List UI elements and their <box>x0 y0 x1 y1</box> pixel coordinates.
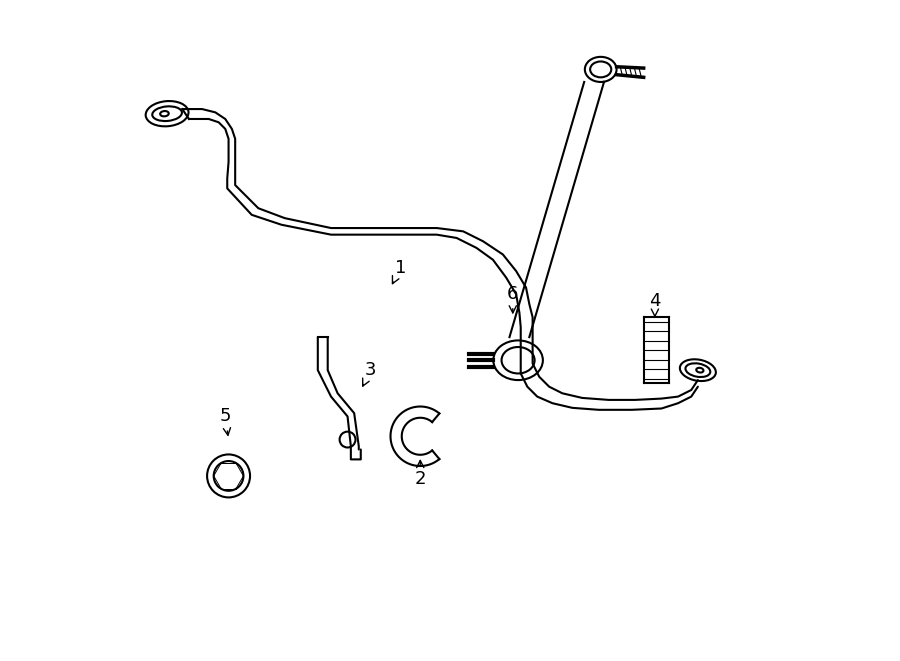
Text: 2: 2 <box>415 461 426 488</box>
Ellipse shape <box>207 455 250 497</box>
Text: 3: 3 <box>363 361 376 386</box>
Text: 4: 4 <box>649 292 661 317</box>
Text: 6: 6 <box>507 285 518 313</box>
Ellipse shape <box>493 340 543 380</box>
Text: 1: 1 <box>392 258 406 284</box>
Text: 5: 5 <box>220 407 231 436</box>
